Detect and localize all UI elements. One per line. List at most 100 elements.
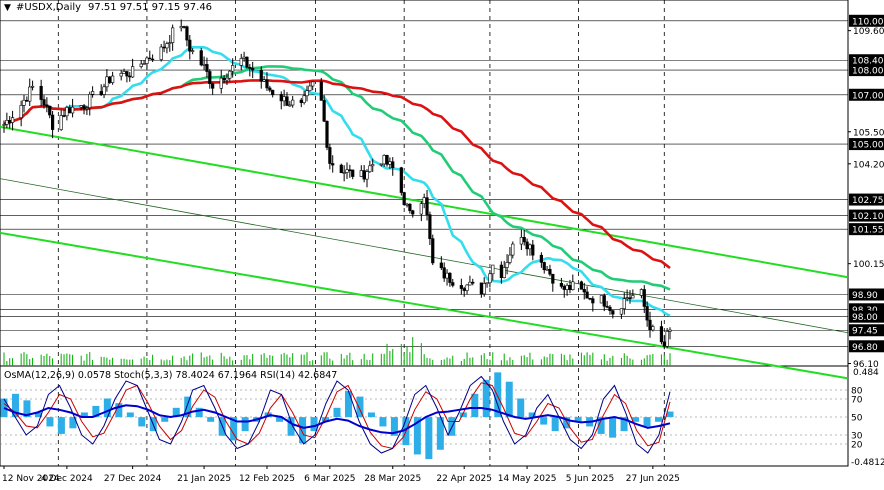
candle-body xyxy=(568,285,572,291)
candle-body xyxy=(142,63,146,65)
candle-body xyxy=(459,285,463,289)
osma-bar xyxy=(184,396,192,418)
osma-bar xyxy=(632,417,640,422)
candle-body xyxy=(125,71,129,77)
candle-body xyxy=(182,26,186,28)
candle-body xyxy=(245,56,249,68)
candle-body xyxy=(659,326,664,343)
osma-bar xyxy=(666,411,674,418)
oscillator-level-label: 50 xyxy=(851,414,863,424)
osma-bar xyxy=(46,417,54,427)
price-tag-label: 102.10 xyxy=(852,212,884,222)
candle-body xyxy=(511,243,515,256)
candle-body xyxy=(145,57,149,64)
candle-body xyxy=(291,99,295,106)
candle-body xyxy=(88,93,92,109)
osma-bar xyxy=(276,417,284,422)
candle-body xyxy=(462,288,466,291)
ohlc-values: 97.51 97.51 97.15 97.46 xyxy=(88,2,212,13)
candle-body xyxy=(165,43,169,49)
osma-bar xyxy=(482,379,490,418)
candle-body xyxy=(548,268,552,275)
osma-bar xyxy=(356,396,364,418)
candle-body xyxy=(345,169,349,173)
candle-body xyxy=(611,310,615,315)
osma-bar xyxy=(57,417,65,434)
price-tag-label: 105.00 xyxy=(852,141,884,151)
ma-fast-line xyxy=(3,45,671,317)
candle-body xyxy=(219,77,223,89)
osma-bar xyxy=(425,417,433,460)
candle-body xyxy=(231,65,235,72)
price-tag-label: 97.45 xyxy=(852,327,878,337)
candle-body xyxy=(342,172,346,174)
osma-bar xyxy=(574,417,582,422)
time-tick-label: 14 May 2025 xyxy=(498,474,557,484)
candle-body xyxy=(368,165,372,173)
price-tick-label: 96.10 xyxy=(853,360,879,370)
time-tick-label: 21 Jan 2025 xyxy=(177,474,231,484)
osma-bar xyxy=(23,400,31,418)
osma-bar xyxy=(459,412,467,418)
support-resistance-levels xyxy=(0,20,848,347)
moving-averages xyxy=(3,45,671,317)
candle-body xyxy=(628,297,632,300)
candle-body xyxy=(19,105,23,118)
candle-body xyxy=(308,85,312,92)
candle-body xyxy=(388,161,392,165)
candle-body xyxy=(668,329,672,332)
oscillator-level-label: 30 xyxy=(851,432,863,442)
candle-body xyxy=(531,244,535,256)
candle-body xyxy=(665,331,669,347)
price-tag-label: 98.00 xyxy=(852,313,878,323)
candle-body xyxy=(319,81,323,101)
osma-bar xyxy=(517,398,525,418)
price-tag-label: 101.55 xyxy=(852,226,884,236)
osma-bar xyxy=(103,398,111,418)
candle-body xyxy=(648,319,652,331)
time-tick-label: 12 Nov 2024 xyxy=(2,474,60,484)
candle-body xyxy=(619,308,624,315)
candle-body xyxy=(248,67,252,69)
candle-body xyxy=(171,27,175,43)
candle-body xyxy=(365,171,369,180)
candle-body xyxy=(148,57,152,60)
osma-bar xyxy=(207,417,215,422)
candle-body xyxy=(279,94,283,102)
candle-body xyxy=(282,96,286,102)
candle-body xyxy=(239,58,243,66)
osma-bar xyxy=(344,391,352,418)
oscillators xyxy=(0,372,848,460)
stoch-signal-line xyxy=(3,382,671,450)
candle-body xyxy=(588,297,592,300)
price-tag-label: 108.00 xyxy=(852,67,884,77)
price-tag xyxy=(849,288,884,301)
candle-body xyxy=(202,64,206,66)
price-tick-label: 105.50 xyxy=(853,128,884,138)
candle-body xyxy=(111,75,115,83)
candle-body xyxy=(642,289,646,307)
candle-body xyxy=(302,95,306,103)
candle-body xyxy=(65,107,69,117)
candle-body xyxy=(211,83,215,89)
candle-body xyxy=(68,107,72,114)
candle-body xyxy=(205,64,209,72)
candle-body xyxy=(299,99,303,103)
osma-bar xyxy=(597,417,605,434)
candle-body xyxy=(445,272,449,279)
candle-body xyxy=(8,120,12,123)
candle-body xyxy=(471,281,475,284)
candle-body xyxy=(139,63,143,67)
candle-body xyxy=(185,26,189,41)
osma-bar xyxy=(609,417,617,438)
osma-bar xyxy=(69,417,77,429)
candle-body xyxy=(622,298,626,309)
osma-bar xyxy=(322,417,330,422)
price-tag xyxy=(849,340,884,353)
candle-body xyxy=(399,167,403,193)
candle-body xyxy=(39,85,43,100)
candle-body xyxy=(325,120,329,148)
candle-body xyxy=(599,295,603,304)
